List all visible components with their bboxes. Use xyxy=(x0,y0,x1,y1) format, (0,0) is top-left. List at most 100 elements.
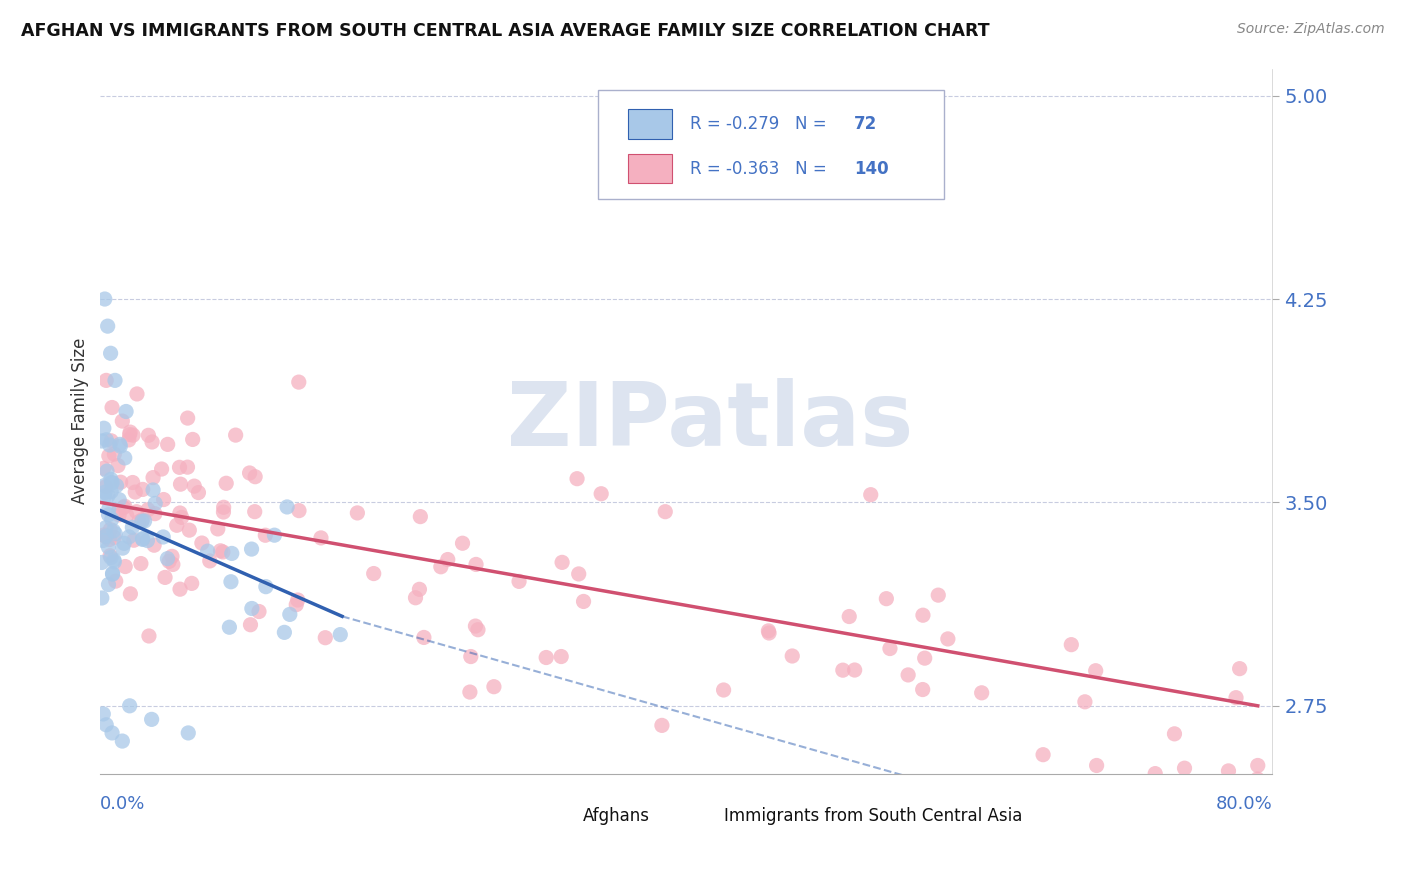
Point xyxy=(1247,758,1270,772)
Point xyxy=(551,555,574,569)
Point xyxy=(97,489,120,503)
Point xyxy=(156,437,179,451)
Point xyxy=(143,496,166,510)
Point xyxy=(287,593,309,607)
Point xyxy=(105,478,128,492)
Point xyxy=(100,550,122,565)
Point xyxy=(1074,695,1097,709)
Point xyxy=(465,558,488,572)
Point xyxy=(914,651,936,665)
Text: 80.0%: 80.0% xyxy=(1216,796,1272,814)
Point xyxy=(212,500,235,515)
FancyBboxPatch shape xyxy=(599,90,945,199)
Point xyxy=(209,544,232,558)
Point xyxy=(153,570,176,584)
Point xyxy=(181,433,204,447)
Point xyxy=(568,566,591,581)
Point xyxy=(129,557,152,571)
FancyBboxPatch shape xyxy=(628,153,672,184)
Point xyxy=(138,629,160,643)
Point xyxy=(96,433,118,447)
Point xyxy=(276,500,298,514)
Point xyxy=(412,631,434,645)
Point xyxy=(128,515,150,529)
Point xyxy=(225,428,247,442)
Point xyxy=(239,466,262,480)
Point xyxy=(451,536,474,550)
Point xyxy=(460,649,482,664)
Point xyxy=(254,528,277,542)
Point xyxy=(94,485,117,500)
Point xyxy=(550,649,572,664)
Point xyxy=(247,605,270,619)
Point xyxy=(131,532,153,546)
Text: ZIPatlas: ZIPatlas xyxy=(506,377,912,465)
Point xyxy=(101,475,124,490)
Point xyxy=(409,509,432,524)
Point xyxy=(103,447,125,461)
Point xyxy=(103,555,125,569)
Point xyxy=(98,549,121,563)
Point xyxy=(104,526,127,541)
Point xyxy=(1218,764,1240,778)
Text: Afghans: Afghans xyxy=(583,806,650,824)
Text: AFGHAN VS IMMIGRANTS FROM SOUTH CENTRAL ASIA AVERAGE FAMILY SIZE CORRELATION CHA: AFGHAN VS IMMIGRANTS FROM SOUTH CENTRAL … xyxy=(21,22,990,40)
Point xyxy=(243,505,266,519)
Point xyxy=(125,505,148,519)
Point xyxy=(141,434,163,449)
Point xyxy=(243,469,266,483)
Point xyxy=(197,544,219,558)
Point xyxy=(101,401,124,415)
Point xyxy=(219,574,242,589)
Point xyxy=(111,541,134,555)
Point xyxy=(1144,766,1167,780)
Point xyxy=(180,576,202,591)
FancyBboxPatch shape xyxy=(686,805,716,830)
Point xyxy=(90,591,112,605)
Text: Source: ZipAtlas.com: Source: ZipAtlas.com xyxy=(1237,22,1385,37)
Point xyxy=(408,582,430,597)
Text: R = -0.279   N =: R = -0.279 N = xyxy=(690,115,832,133)
Point xyxy=(94,529,117,543)
Point xyxy=(654,505,676,519)
Point xyxy=(94,520,117,534)
Point xyxy=(927,588,949,602)
Point xyxy=(114,450,136,465)
Point xyxy=(96,464,118,478)
Point xyxy=(120,587,142,601)
Point xyxy=(713,683,735,698)
Point xyxy=(897,668,920,682)
Point xyxy=(110,475,132,490)
Point xyxy=(108,437,131,451)
Point xyxy=(112,536,135,550)
Point xyxy=(91,706,114,721)
Point xyxy=(103,524,125,538)
Point xyxy=(838,609,860,624)
Point xyxy=(111,414,134,428)
Point xyxy=(97,502,120,516)
Point xyxy=(758,626,780,640)
Point xyxy=(191,536,214,550)
Point xyxy=(134,514,156,528)
Point xyxy=(100,472,122,486)
Text: 0.0%: 0.0% xyxy=(100,796,146,814)
Point xyxy=(118,530,141,544)
Point xyxy=(94,480,117,494)
Point xyxy=(120,425,142,439)
Point xyxy=(314,631,336,645)
Point xyxy=(157,554,180,568)
Point xyxy=(150,462,173,476)
FancyBboxPatch shape xyxy=(628,110,672,139)
Point xyxy=(97,508,120,522)
Point xyxy=(97,577,120,591)
Point xyxy=(212,545,235,559)
Point xyxy=(1163,727,1185,741)
Point xyxy=(170,510,193,524)
Point xyxy=(218,620,240,634)
Point xyxy=(141,712,163,726)
Point xyxy=(177,726,200,740)
Point xyxy=(458,685,481,699)
Point xyxy=(112,500,135,515)
Point xyxy=(118,433,141,447)
Text: 140: 140 xyxy=(853,160,889,178)
